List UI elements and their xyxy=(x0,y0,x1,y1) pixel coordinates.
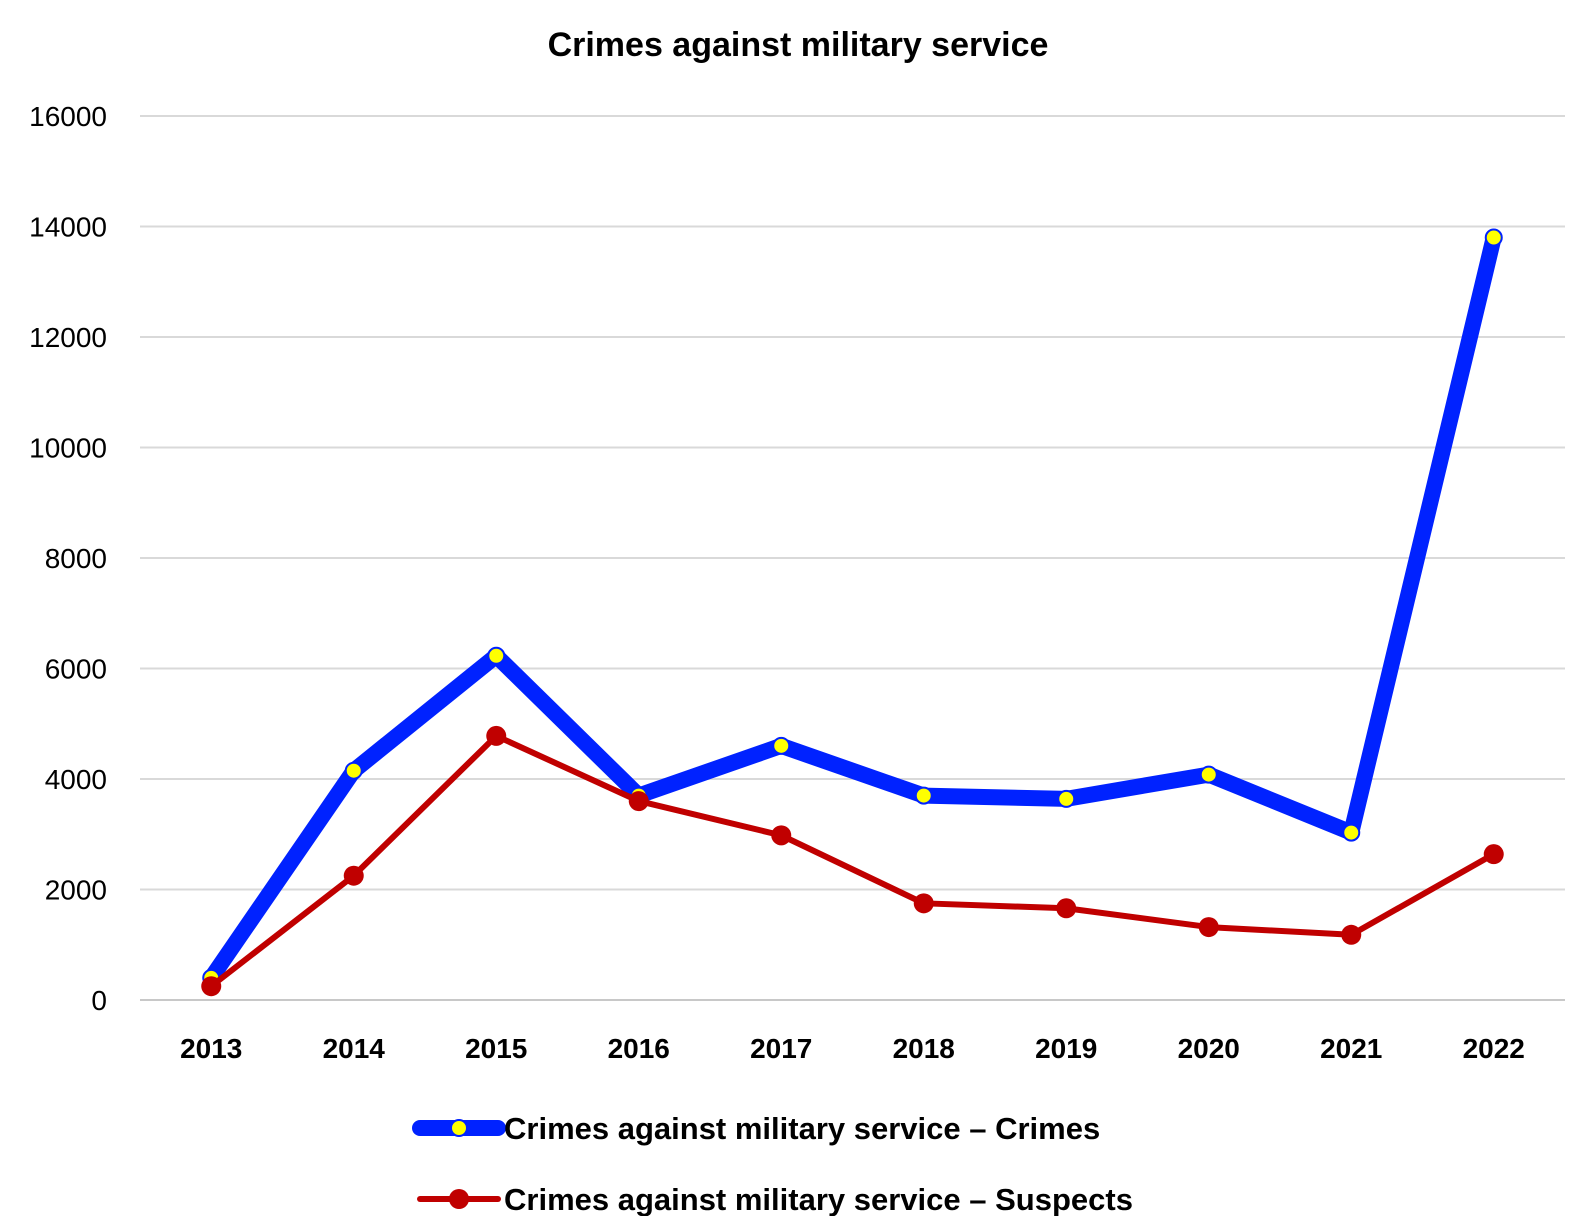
legend-label-crimes: Crimes against military service – Crimes xyxy=(504,1111,1100,1146)
data-point xyxy=(913,893,934,914)
legend-entry-crimes: Crimes against military service – Crimes xyxy=(412,1111,1100,1146)
data-point xyxy=(486,725,507,746)
y-tick-label: 8000 xyxy=(45,543,107,574)
data-point xyxy=(1484,228,1503,247)
x-tick-label: 2016 xyxy=(608,1033,670,1064)
data-point xyxy=(1057,789,1076,808)
y-tick-label: 6000 xyxy=(45,654,107,685)
x-tick-label: 2021 xyxy=(1320,1033,1382,1064)
y-axis-ticks: 0 2000 4000 6000 8000 10000 12000 14000 16000 xyxy=(29,101,107,1016)
x-tick-label: 2017 xyxy=(750,1033,812,1064)
x-tick-label: 2018 xyxy=(893,1033,955,1064)
x-tick-label: 2019 xyxy=(1035,1033,1097,1064)
x-tick-label: 2014 xyxy=(323,1033,386,1064)
series-group xyxy=(201,228,1504,997)
legend-marker-crimes xyxy=(450,1119,468,1137)
y-tick-label: 4000 xyxy=(45,764,107,795)
y-tick-label: 2000 xyxy=(45,875,107,906)
data-point xyxy=(201,976,222,997)
data-point xyxy=(1198,917,1219,938)
x-tick-label: 2020 xyxy=(1178,1033,1240,1064)
y-tick-label: 0 xyxy=(91,985,107,1016)
data-point xyxy=(1199,765,1218,784)
y-tick-label: 16000 xyxy=(29,101,107,132)
data-point xyxy=(1341,924,1362,945)
data-point xyxy=(628,791,649,812)
series-line xyxy=(208,732,1497,990)
chart-title: Crimes against military service xyxy=(548,26,1049,64)
x-tick-label: 2013 xyxy=(180,1033,242,1064)
y-tick-label: 14000 xyxy=(29,212,107,243)
x-tick-label: 2022 xyxy=(1463,1033,1525,1064)
legend: Crimes against military service – Crimes… xyxy=(412,1111,1133,1216)
data-point xyxy=(1342,823,1361,842)
legend-label-suspects: Crimes against military service – Suspec… xyxy=(504,1182,1133,1216)
data-point xyxy=(1056,898,1077,919)
data-point xyxy=(771,825,792,846)
legend-marker-suspects xyxy=(449,1189,469,1209)
series-line xyxy=(203,229,1502,986)
data-point xyxy=(914,786,933,805)
data-point xyxy=(1483,844,1504,865)
series-suspects xyxy=(201,725,1504,997)
y-tick-label: 12000 xyxy=(29,322,107,353)
data-point xyxy=(772,736,791,755)
x-axis-ticks: 2013 2014 2015 2016 2017 2018 2019 2020 2021 2022 xyxy=(180,1033,1525,1064)
gridlines xyxy=(140,115,1565,1001)
y-tick-label: 10000 xyxy=(29,433,107,464)
legend-entry-suspects: Crimes against military service – Suspec… xyxy=(417,1182,1133,1216)
data-point xyxy=(344,761,363,780)
data-point xyxy=(487,646,506,665)
data-point xyxy=(343,865,364,886)
x-tick-label: 2015 xyxy=(465,1033,527,1064)
